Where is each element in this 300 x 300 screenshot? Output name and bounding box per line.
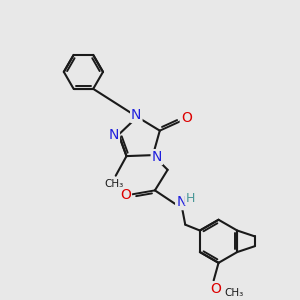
- Text: O: O: [120, 188, 131, 202]
- Text: H: H: [185, 192, 195, 205]
- Text: N: N: [131, 108, 142, 122]
- Text: O: O: [181, 111, 192, 125]
- Text: CH₃: CH₃: [104, 178, 123, 188]
- Text: CH₃: CH₃: [224, 288, 244, 298]
- Text: O: O: [210, 282, 221, 296]
- Text: N: N: [176, 195, 187, 209]
- Text: N: N: [152, 150, 162, 164]
- Text: N: N: [109, 128, 119, 142]
